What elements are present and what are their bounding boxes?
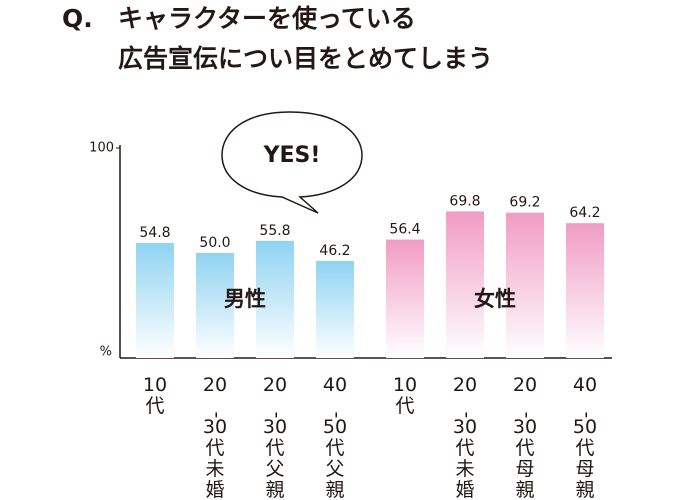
x-tick-label: 40 -50 代父親	[323, 374, 349, 500]
value-label: 46.2	[319, 243, 350, 259]
x-tick-label: 40 -50 代母親	[573, 374, 599, 500]
speech-bubble: YES!	[221, 111, 363, 214]
value-label: 69.8	[449, 193, 480, 209]
x-tick-label: 20 -30 代母親	[513, 374, 539, 500]
title-prefix: Q.	[62, 4, 93, 33]
bar	[446, 211, 484, 358]
value-label: 69.2	[509, 195, 540, 211]
value-label: 55.8	[259, 223, 290, 239]
legend-label: 男性	[224, 287, 266, 311]
annotation: YES!	[263, 143, 321, 168]
y-tick-label: 100	[89, 141, 114, 156]
chart-title: キャラクターを使っている	[118, 4, 416, 33]
bar	[506, 212, 544, 358]
x-tick-label: 10 代	[393, 374, 417, 417]
value-label: 56.4	[389, 222, 420, 238]
bar	[196, 253, 234, 358]
x-tick-label: 10 代	[143, 374, 167, 417]
y-unit: %	[100, 345, 112, 360]
bar	[566, 223, 604, 358]
bar	[256, 240, 294, 358]
bar	[136, 242, 174, 358]
bar	[386, 239, 424, 358]
bar	[316, 260, 354, 358]
value-label: 54.8	[139, 225, 170, 241]
bubble-shape	[221, 111, 363, 214]
legend-label: 女性	[474, 287, 516, 311]
x-tick-label: 20 -30 代未婚	[203, 374, 229, 500]
chart-title: 広告宣伝につい目をとめてしまう	[118, 44, 493, 73]
x-tick-label: 20 -30 代父親	[263, 374, 289, 500]
value-label: 64.2	[569, 205, 600, 221]
x-tick-label: 20 -30 代未婚	[453, 374, 479, 500]
value-label: 50.0	[199, 235, 230, 251]
